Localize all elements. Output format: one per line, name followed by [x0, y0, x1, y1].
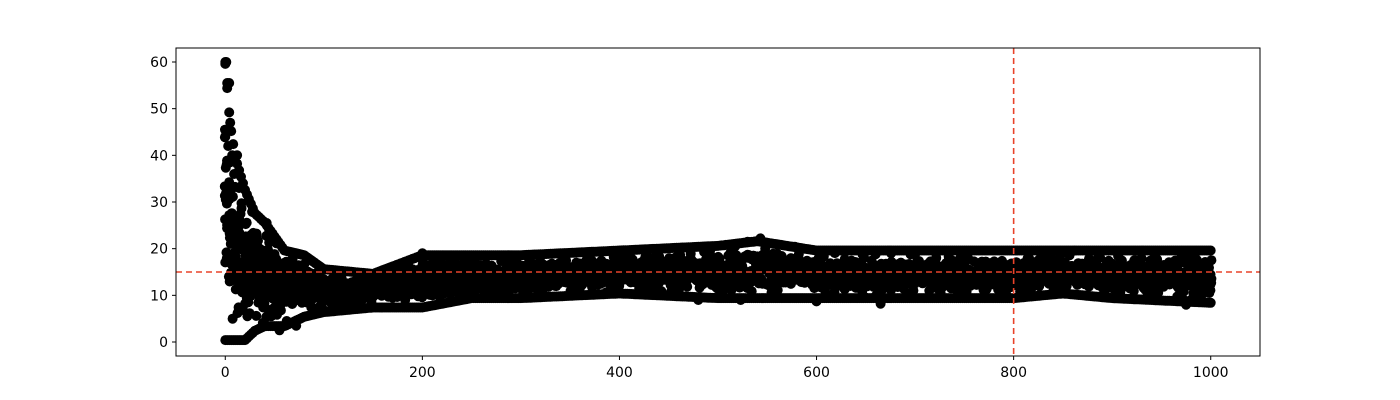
data-point — [1205, 245, 1216, 256]
outlier-point — [274, 325, 285, 336]
outlier-point — [742, 236, 753, 247]
data-point — [561, 255, 572, 266]
data-point — [436, 258, 447, 269]
data-point — [241, 217, 252, 228]
outlier-point — [417, 248, 428, 259]
x-tick-label: 1000 — [1193, 365, 1229, 381]
outlier-point — [223, 141, 234, 151]
outlier-point — [261, 218, 272, 228]
data-point — [1206, 273, 1217, 284]
data-point — [224, 107, 235, 118]
data-point — [931, 253, 942, 264]
outlier-point — [1181, 299, 1192, 310]
y-tick-label: 30 — [150, 195, 168, 211]
x-tick-label: 400 — [606, 365, 633, 381]
outlier-point — [755, 233, 766, 244]
data-point — [253, 235, 263, 246]
data-point — [1128, 286, 1139, 296]
outlier-point — [220, 131, 231, 142]
y-tick-label: 0 — [159, 335, 168, 351]
data-point — [682, 281, 693, 292]
y-tick-label: 20 — [150, 242, 168, 258]
x-axis-ticks: 0 200 400 600 800 1000 — [221, 356, 1229, 381]
data-point — [226, 208, 237, 219]
data-point — [251, 310, 262, 321]
outlier-point — [229, 169, 240, 179]
outlier-point — [875, 298, 886, 309]
outlier-point — [221, 57, 232, 67]
data-point — [1205, 297, 1216, 308]
y-tick-label: 50 — [150, 102, 168, 118]
y-axis-ticks: 0 10 20 30 40 50 60 — [150, 55, 176, 351]
outlier-point — [232, 150, 243, 161]
y-tick-label: 10 — [150, 288, 168, 304]
y-tick-label: 60 — [150, 55, 168, 71]
x-tick-label: 800 — [1000, 365, 1027, 381]
data-point — [1206, 255, 1217, 266]
x-tick-label: 600 — [803, 365, 830, 381]
x-tick-label: 0 — [221, 365, 230, 381]
data-point — [227, 191, 238, 202]
outlier-point — [291, 320, 302, 331]
outlier-point — [225, 117, 236, 128]
data-point — [627, 254, 638, 265]
reference-lines — [176, 48, 1260, 356]
data-point — [236, 203, 247, 214]
outlier-point — [224, 78, 235, 88]
y-tick-label: 40 — [150, 148, 168, 164]
outlier-point — [234, 183, 245, 193]
outlier-point — [693, 295, 704, 305]
data-point — [772, 285, 783, 296]
outlier-point — [811, 296, 822, 307]
x-tick-label: 200 — [409, 365, 436, 381]
outlier-point — [735, 295, 746, 305]
